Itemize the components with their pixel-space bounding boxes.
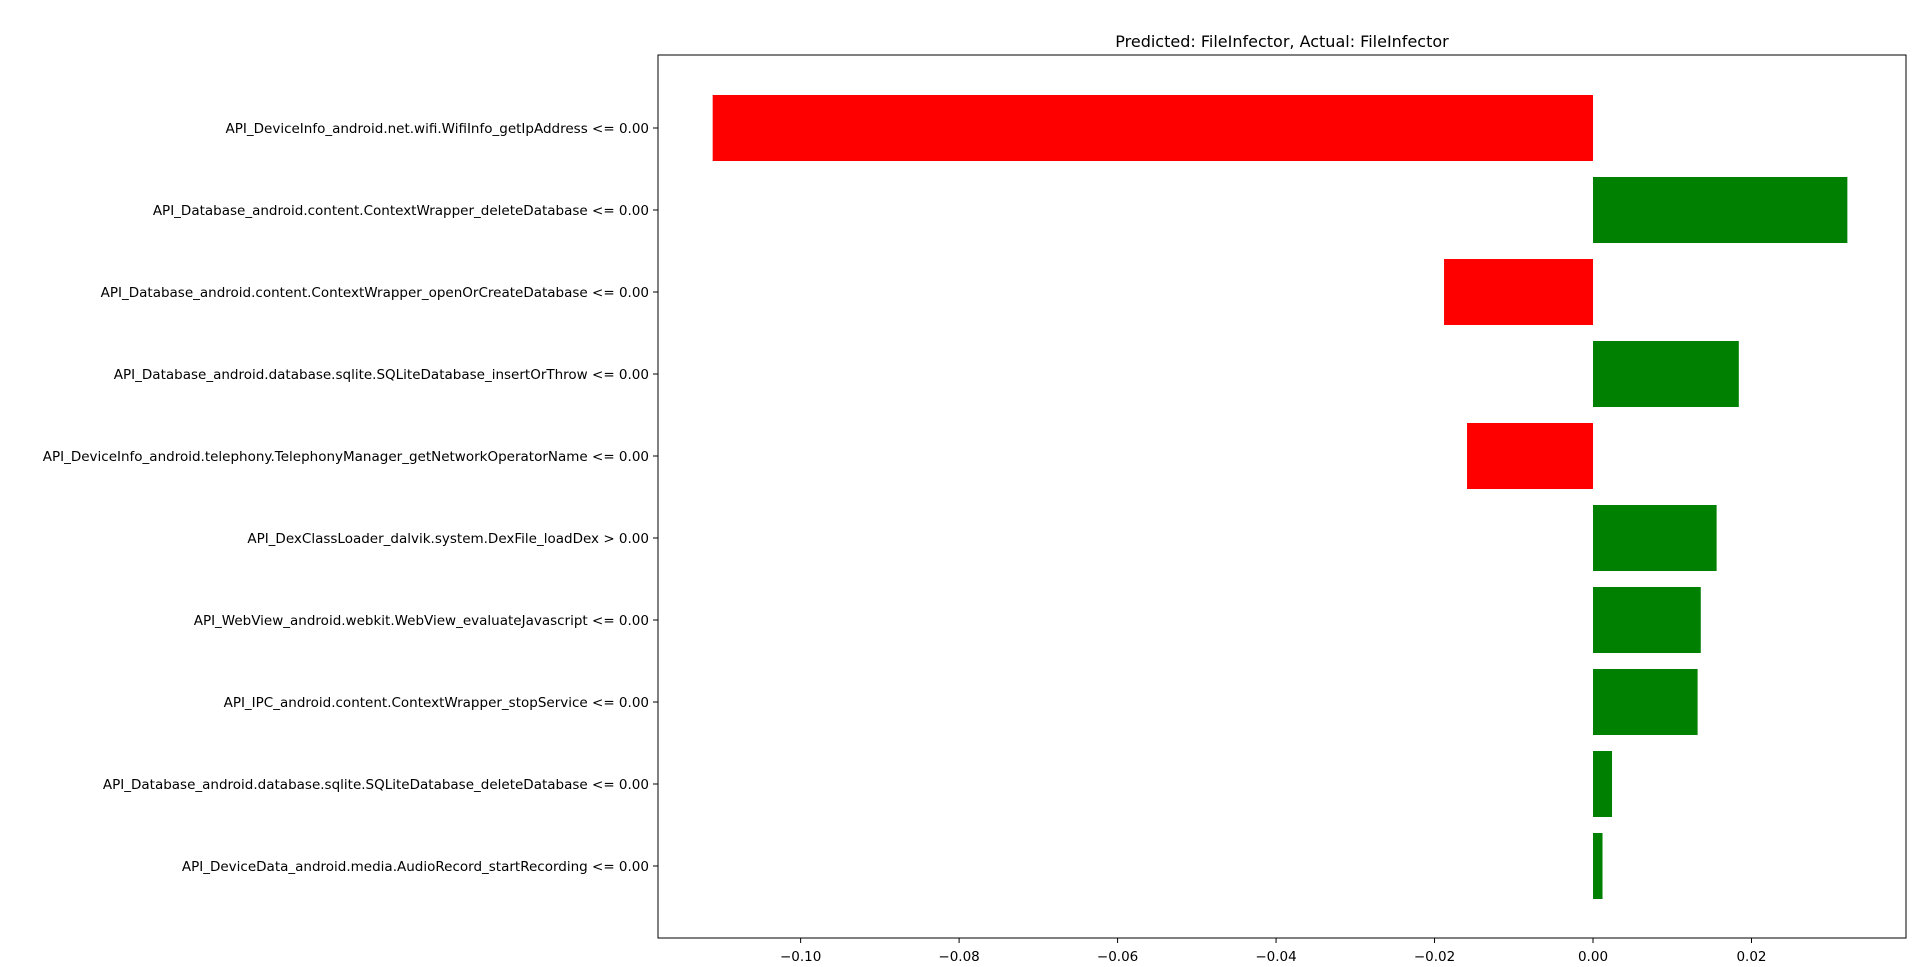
bar-6 — [1593, 505, 1717, 571]
bar-4 — [1593, 341, 1739, 407]
y-tick-label: API_Database_android.database.sqlite.SQL… — [103, 777, 649, 793]
bar-3 — [1444, 259, 1594, 325]
y-tick-label: API_Database_android.content.ContextWrap… — [101, 285, 649, 301]
y-tick-label: API_DeviceInfo_android.telephony.Telepho… — [43, 449, 649, 465]
bar-5 — [1467, 423, 1594, 489]
x-tick-label: −0.02 — [1414, 949, 1455, 965]
plot-frame — [657, 54, 1907, 939]
x-tick-label: −0.08 — [938, 949, 979, 965]
x-tick-label: −0.06 — [1097, 949, 1138, 965]
y-tick-label: API_WebView_android.webkit.WebView_evalu… — [194, 613, 649, 629]
y-tick-label: API_DexClassLoader_dalvik.system.DexFile… — [247, 531, 649, 547]
x-tick-label: −0.10 — [780, 949, 821, 965]
bar-2 — [1593, 177, 1848, 243]
y-tick-labels: API_DeviceInfo_android.net.wifi.WifiInfo… — [43, 121, 658, 875]
bar-7 — [1593, 587, 1701, 653]
bars-layer — [712, 95, 1848, 899]
y-tick-label: API_Database_android.database.sqlite.SQL… — [114, 367, 649, 383]
y-tick-label: API_DeviceData_android.media.AudioRecord… — [182, 859, 649, 875]
bar-1 — [712, 95, 1594, 161]
x-tick-label: 0.02 — [1736, 949, 1766, 965]
chart-title: Predicted: FileInfector, Actual: FileInf… — [1115, 32, 1449, 51]
y-tick-label: API_Database_android.content.ContextWrap… — [153, 203, 649, 219]
y-tick-label: API_DeviceInfo_android.net.wifi.WifiInfo… — [226, 121, 649, 137]
bar-9 — [1593, 751, 1613, 817]
bar-10 — [1593, 833, 1603, 899]
x-tick-label: 0.00 — [1578, 949, 1608, 965]
x-axis: −0.10 −0.08 −0.06 −0.04 −0.02 0.00 0.02 — [780, 938, 1767, 965]
bar-8 — [1593, 669, 1698, 735]
y-tick-label: API_IPC_android.content.ContextWrapper_s… — [224, 695, 649, 711]
x-tick-label: −0.04 — [1255, 949, 1296, 965]
